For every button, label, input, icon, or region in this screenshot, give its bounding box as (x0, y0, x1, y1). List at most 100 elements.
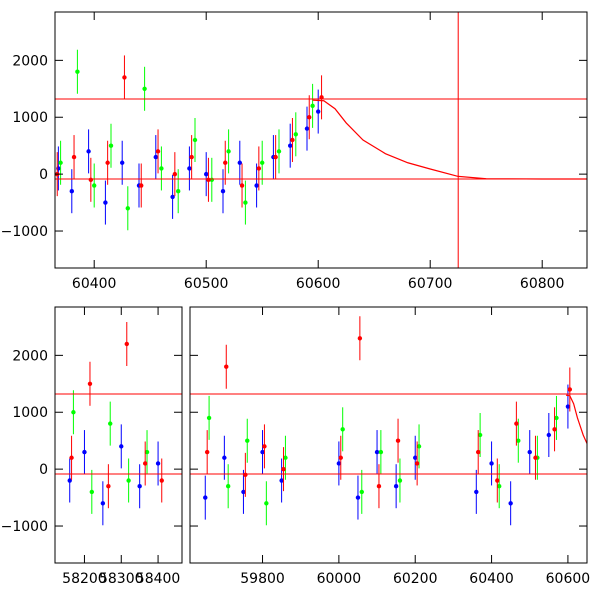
x-tick-label: 58400 (136, 571, 181, 587)
data-point (254, 183, 259, 188)
data-point (307, 115, 312, 120)
data-point (374, 449, 380, 455)
data-point (508, 501, 513, 506)
data-point (159, 478, 164, 483)
x-tick-label: 58300 (99, 571, 144, 587)
data-point (119, 444, 124, 449)
x-tick-label: 60200 (393, 571, 438, 587)
data-point (153, 154, 158, 160)
data-point (281, 466, 286, 472)
data-point (203, 495, 208, 500)
data-point (155, 461, 161, 466)
data-point (71, 410, 76, 415)
data-point (237, 160, 242, 165)
data-point (106, 484, 111, 489)
data-point (476, 449, 481, 455)
x-tick-label: 60000 (317, 571, 362, 587)
data-point (71, 154, 77, 160)
data-point (159, 166, 164, 171)
data-point (565, 404, 571, 409)
y-tick-label: 2000 (12, 53, 48, 69)
data-point (243, 200, 248, 205)
data-point (122, 75, 127, 80)
data-point (288, 143, 293, 148)
data-point (273, 154, 278, 160)
data-point (262, 444, 267, 449)
data-point (336, 461, 342, 466)
data-point (189, 154, 194, 160)
data-point (477, 432, 483, 438)
data-point (206, 177, 211, 183)
data-point (144, 449, 150, 455)
data-point (413, 455, 418, 460)
data-point (256, 166, 262, 171)
data-point (223, 160, 228, 165)
data-point (516, 438, 521, 443)
data-point (142, 86, 147, 92)
data-point (546, 432, 552, 438)
data-point (58, 160, 63, 165)
data-point (69, 455, 74, 460)
data-point (489, 461, 494, 466)
data-point (226, 149, 231, 154)
data-point (310, 103, 315, 109)
data-point (220, 189, 226, 194)
data-point (89, 489, 95, 495)
x-tick-label: 58200 (62, 571, 107, 587)
data-point (357, 336, 363, 341)
data-point (75, 69, 80, 74)
data-point (393, 484, 399, 489)
data-point (222, 455, 227, 460)
data-point (497, 484, 502, 489)
data-point (86, 149, 91, 154)
data-point (527, 449, 532, 455)
data-point (124, 341, 129, 347)
y-tick-label: 0 (39, 167, 48, 183)
data-point (279, 478, 284, 483)
data-point (170, 194, 175, 200)
data-point (340, 427, 345, 432)
data-point (176, 189, 181, 194)
data-point (125, 206, 130, 211)
axes-frame (189, 306, 588, 564)
data-point (378, 449, 384, 455)
data-point (82, 449, 87, 455)
data-point (192, 137, 198, 143)
data-point (108, 421, 113, 426)
data-point (316, 109, 321, 114)
data-point (376, 484, 382, 489)
axes-frame (54, 306, 183, 564)
x-tick-label: 60700 (408, 276, 453, 292)
data-point (224, 364, 229, 369)
y-tick-label: 2000 (12, 348, 48, 364)
data-point (126, 478, 131, 483)
data-point (567, 387, 573, 392)
y-tick-label: 1000 (12, 110, 48, 126)
data-point (155, 149, 161, 154)
data-point (293, 132, 298, 137)
data-point (139, 183, 144, 188)
data-point (103, 200, 108, 205)
data-point (338, 455, 343, 460)
data-point (397, 478, 403, 483)
data-point (474, 489, 479, 495)
data-point (67, 478, 72, 483)
data-point (92, 183, 97, 188)
plot-area (55, 316, 587, 526)
data-point (245, 438, 250, 443)
y-tick-label: 0 (39, 462, 48, 478)
data-point (204, 449, 210, 455)
x-tick-label: 59800 (240, 571, 285, 587)
data-point (142, 461, 148, 466)
data-point (276, 149, 282, 154)
data-point (225, 484, 231, 489)
data-point (187, 166, 192, 171)
y-tick-label: −1000 (1, 519, 48, 535)
top-panel: 60400 60500 60600 60700 60800 −1000 0 1000 2000 (1, 11, 588, 292)
data-point (206, 415, 212, 421)
x-tick-label: 60600 (296, 276, 341, 292)
data-point (283, 455, 288, 460)
data-point (319, 95, 324, 100)
data-point (108, 143, 114, 148)
data-point (105, 160, 110, 165)
